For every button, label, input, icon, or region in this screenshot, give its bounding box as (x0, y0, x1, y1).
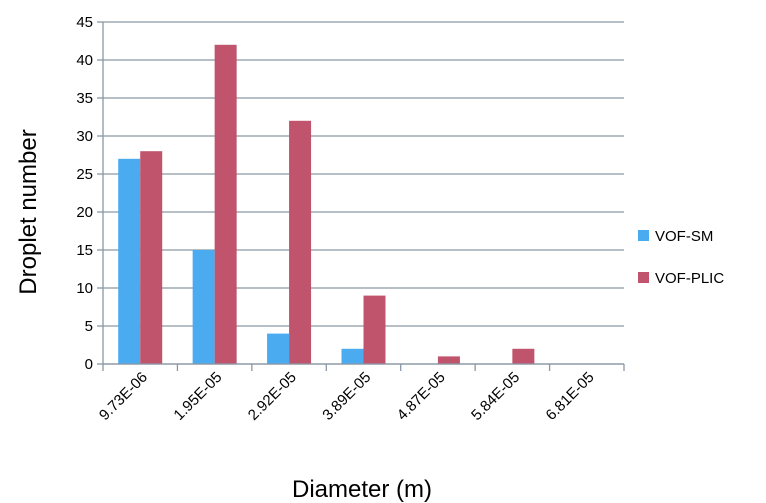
y-tick-label: 45 (76, 14, 93, 31)
bar-vof-sm (341, 348, 364, 364)
x-tick-label: 1.95E-05 (170, 369, 225, 424)
legend: VOF-SM VOF-PLIC (638, 228, 724, 287)
y-tick-label: 40 (76, 52, 93, 69)
bar-vof-plic (140, 151, 163, 364)
y-tick-label: 20 (76, 204, 93, 221)
bars (118, 44, 535, 365)
bar-vof-plic (214, 44, 237, 365)
legend-label: VOF-SM (655, 228, 713, 245)
legend-swatch (638, 230, 649, 241)
x-tick-label: 5.84E-05 (468, 369, 523, 424)
y-tick-label: 30 (76, 128, 93, 145)
y-tick-label: 15 (76, 242, 93, 259)
bar-vof-sm (118, 158, 141, 364)
x-axis-title: Diameter (m) (292, 476, 432, 503)
x-tick-label: 4.87E-05 (394, 369, 449, 424)
axes (97, 21, 625, 371)
x-tick-label: 3.89E-05 (319, 369, 374, 424)
x-tick-label: 9.73E-06 (96, 369, 151, 424)
bar-vof-sm (267, 333, 290, 364)
y-tick-label: 5 (85, 318, 93, 335)
legend-label: VOF-PLIC (655, 270, 724, 287)
x-tick-labels: 9.73E-06 1.95E-05 2.92E-05 3.89E-05 4.87E-05… (96, 369, 598, 424)
bar-vof-plic (437, 356, 460, 364)
bar-vof-sm (192, 250, 215, 364)
bar-vof-plic (363, 295, 386, 364)
bar-vof-plic (289, 120, 312, 364)
x-tick-label: 6.81E-05 (543, 369, 598, 424)
y-axis-title: Droplet number (15, 129, 42, 294)
y-tick-label: 35 (76, 90, 93, 107)
y-tick-label: 0 (85, 356, 93, 373)
gridlines (103, 21, 624, 365)
x-tick-label: 2.92E-05 (245, 369, 300, 424)
y-tick-label: 25 (76, 166, 93, 183)
y-tick-label: 10 (76, 280, 93, 297)
y-tick-labels: 0 5 10 15 20 25 30 35 40 45 (76, 14, 93, 373)
legend-swatch (638, 272, 649, 283)
bar-vof-plic (512, 348, 535, 364)
